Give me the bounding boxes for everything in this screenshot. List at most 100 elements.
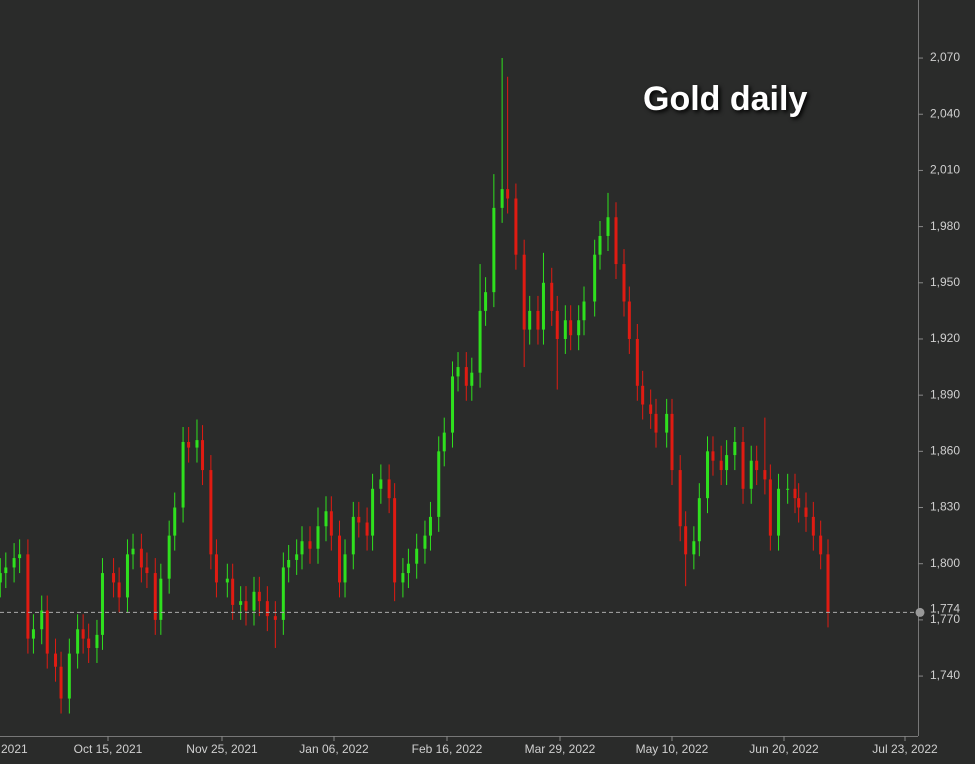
candle-body	[606, 217, 610, 236]
candle-body	[59, 666, 63, 699]
candle-body	[117, 582, 121, 598]
y-tick-label: 1,890	[930, 387, 960, 401]
x-tick-label: Jun 20, 2022	[749, 742, 819, 756]
candle-body	[464, 367, 468, 386]
candle-body	[26, 554, 30, 639]
candle-body	[741, 441, 745, 489]
candle-body	[569, 320, 573, 336]
y-tick-label: 1,740	[930, 668, 960, 682]
candle-body	[733, 441, 737, 456]
candle-body	[0, 573, 2, 583]
candle-body	[329, 511, 333, 536]
candle-body	[287, 559, 291, 568]
candle-body	[706, 451, 710, 499]
candle-body	[95, 634, 99, 648]
candle-body	[214, 554, 218, 583]
candle-body	[18, 554, 22, 559]
candle-body	[428, 516, 432, 536]
candle-body	[654, 413, 658, 433]
candle-body	[145, 567, 149, 574]
candle-body	[300, 541, 304, 555]
candle-body	[273, 616, 277, 620]
candle-body	[393, 498, 397, 583]
candle-body	[100, 573, 104, 635]
candle-body	[173, 507, 177, 536]
candle-body	[67, 653, 71, 699]
candle-body	[550, 282, 554, 311]
candle-body	[131, 548, 135, 555]
candle-body	[437, 451, 441, 517]
candle-body	[665, 413, 669, 433]
candle-body	[697, 498, 701, 542]
y-tick-label: 1,770	[930, 612, 960, 626]
candle-body	[470, 372, 474, 386]
candle-body	[593, 254, 597, 302]
candle-body	[536, 310, 540, 330]
candle-body	[786, 488, 790, 490]
candle-body	[826, 554, 830, 613]
candle-body	[541, 282, 545, 330]
candle-body	[514, 198, 518, 255]
candle-body	[112, 573, 116, 583]
candle-body	[365, 522, 369, 536]
candle-body	[357, 516, 361, 523]
candle-body	[351, 516, 355, 555]
candle-body	[159, 578, 163, 620]
candle-body	[265, 601, 269, 617]
candle-body	[324, 511, 328, 527]
candle-body	[577, 320, 581, 336]
last-price-dot	[915, 607, 925, 617]
candle-body	[793, 488, 797, 499]
y-tick-label: 1,860	[930, 444, 960, 458]
candle-body	[598, 235, 602, 255]
candle-body	[649, 404, 653, 414]
candle-body	[181, 441, 185, 508]
candle-body	[231, 578, 235, 605]
y-tick-label: 2,010	[930, 163, 960, 177]
candle-body	[492, 207, 496, 293]
candle-body	[281, 567, 285, 620]
candle-body	[401, 573, 405, 583]
candle-body	[338, 535, 342, 583]
candle-body	[225, 578, 229, 583]
candle-body	[719, 460, 723, 471]
candle-body	[40, 610, 44, 630]
candle-body	[684, 526, 688, 555]
candle-body	[244, 601, 248, 611]
candle-body	[678, 470, 682, 527]
candle-body	[635, 338, 639, 386]
y-tick-label: 1,980	[930, 219, 960, 233]
x-tick-label: Oct 15, 2021	[74, 742, 143, 756]
candle-body	[582, 301, 586, 321]
y-tick-label: 1,920	[930, 331, 960, 345]
y-tick-label: 2,040	[930, 106, 960, 120]
candle-body	[371, 488, 375, 536]
x-tick-label: Jan 06, 2022	[299, 742, 369, 756]
candle-body	[500, 189, 504, 208]
candle-body	[768, 479, 772, 536]
candle-body	[506, 189, 510, 199]
candle-body	[201, 440, 205, 471]
x-tick-label: Sep 03, 2021	[0, 742, 28, 756]
candle-body	[692, 541, 696, 555]
candle-body	[442, 432, 446, 452]
candle-body	[804, 507, 808, 517]
candle-body	[755, 460, 759, 471]
candle-body	[456, 367, 460, 377]
candle-body	[415, 548, 419, 564]
candle-body	[528, 310, 532, 330]
candle-body	[81, 629, 85, 639]
x-tick-label: Nov 25, 2021	[186, 742, 258, 756]
candle-body	[614, 217, 618, 265]
y-tick-label: 2,070	[930, 50, 960, 64]
candle-body	[522, 254, 526, 330]
candle-body	[316, 526, 320, 549]
candle-body	[45, 610, 49, 654]
last-price-label: 1,774	[930, 602, 960, 616]
candle-body	[187, 441, 191, 448]
candle-body	[252, 591, 256, 611]
candle-body	[31, 629, 35, 639]
candle-body	[725, 455, 729, 471]
candle-body	[139, 548, 143, 568]
